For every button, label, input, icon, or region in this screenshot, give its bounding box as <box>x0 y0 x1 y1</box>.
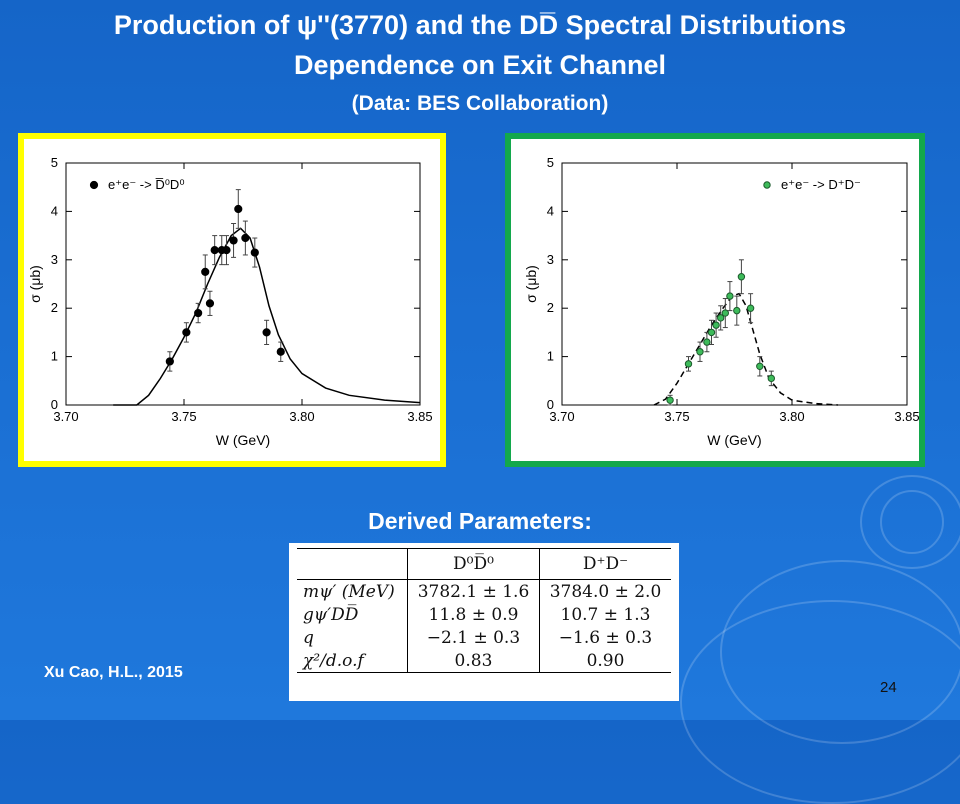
data-point <box>194 308 203 318</box>
data-point <box>229 236 238 245</box>
data-point <box>222 246 231 255</box>
table-corner <box>297 548 408 580</box>
x-axis-label: W (GeV) <box>707 432 761 448</box>
table-cell: 3782.1 ± 1.6 <box>407 579 540 603</box>
table-cell: 3784.0 ± 2.0 <box>549 581 662 602</box>
row-label: q <box>297 626 408 649</box>
data-point <box>721 309 730 317</box>
y-tick-label: 5 <box>547 155 554 170</box>
x-tick-label: 3.85 <box>407 409 432 424</box>
table-cell: 10.7 ± 1.3 <box>560 604 651 625</box>
y-tick-label: 2 <box>547 300 554 315</box>
data-point <box>707 328 716 337</box>
fit-curve <box>653 292 839 406</box>
ripple-decoration <box>860 475 960 569</box>
data-point <box>210 246 219 255</box>
data-point <box>666 396 674 404</box>
row-label: χ²/d.o.f <box>297 649 408 673</box>
data-point <box>767 374 775 383</box>
slide-subtitle: Dependence on Exit Channel <box>293 50 667 80</box>
table-row: gψ′DD̅ 11.8 ± 0.9 10.7 ± 1.3 <box>297 603 671 626</box>
y-tick-label: 1 <box>51 349 58 364</box>
table-cell: −1.6 ± 0.3 <box>558 627 653 648</box>
y-tick-label: 3 <box>547 252 554 267</box>
data-point <box>726 292 734 300</box>
chart-dplusdminus: 3.70 3.75 3.80 3.85 0 1 2 3 4 5 W (GeV) σ (μb) e⁺e⁻ … <box>523 155 919 448</box>
data-point <box>250 248 259 257</box>
chart-panel-charged: 3.70 3.75 3.80 3.85 0 1 2 3 4 5 W (GeV) σ (μb) e⁺e⁻ … <box>505 133 925 467</box>
row-label: mψ′ (MeV) <box>297 579 408 603</box>
table-row: mψ′ (MeV) 3782.1 ± 1.6 3784.0 ± 2.0 <box>297 579 671 603</box>
legend-label: e⁺e⁻ -> D⁺D⁻ <box>781 177 861 192</box>
y-tick-label: 3 <box>51 252 58 267</box>
y-tick-label: 0 <box>51 397 58 412</box>
data-point <box>165 357 174 366</box>
parameters-table: D⁰D̅⁰ D⁺D⁻ mψ′ (MeV) 3782.1 ± 1.6 3784.0… <box>297 548 671 673</box>
data-point <box>756 362 764 370</box>
chart-panel-neutral: 3.70 3.75 3.80 3.85 0 1 2 3 4 5 W (GeV) σ (μb) e⁺e⁻ … <box>18 133 446 467</box>
data-point <box>201 267 210 276</box>
x-tick-label: 3.75 <box>171 409 196 424</box>
data-point <box>234 204 243 214</box>
data-point <box>684 360 693 368</box>
table-cell: 11.8 ± 0.9 <box>407 603 540 626</box>
data-point <box>746 304 755 312</box>
table-header-row: D⁰D̅⁰ D⁺D⁻ <box>297 548 671 580</box>
x-tick-label: 3.80 <box>779 409 804 424</box>
column-header: D⁰D̅⁰ <box>407 548 540 580</box>
column-header: D⁺D⁻ <box>582 554 629 574</box>
x-axis-label: W (GeV) <box>216 432 270 448</box>
plot-frame <box>561 162 908 406</box>
data-point <box>737 273 746 281</box>
y-tick-label: 4 <box>547 203 554 218</box>
legend-marker <box>89 180 99 190</box>
table-cell: 0.83 <box>407 649 540 673</box>
slide-source: (Data: BES Collaboration) <box>351 92 609 115</box>
data-point <box>276 347 285 356</box>
x-tick-label: 3.70 <box>53 409 78 424</box>
legend-label: e⁺e⁻ -> D̅⁰D⁰ <box>108 177 185 192</box>
y-tick-label: 5 <box>51 155 58 170</box>
data-point <box>733 306 741 315</box>
parameters-table-card: D⁰D̅⁰ D⁺D⁻ mψ′ (MeV) 3782.1 ± 1.6 3784.0… <box>289 543 679 701</box>
y-axis-label: σ (μb) <box>523 265 539 303</box>
table-cell: −2.1 ± 0.3 <box>407 626 540 649</box>
ripple-decoration <box>680 600 960 804</box>
legend-marker <box>763 181 771 189</box>
x-tick-label: 3.70 <box>549 409 574 424</box>
data-point <box>717 314 725 322</box>
data-point <box>182 328 191 337</box>
data-point <box>262 328 271 337</box>
x-tick-label: 3.75 <box>664 409 689 424</box>
plot-frame <box>65 162 421 406</box>
x-tick-label: 3.85 <box>894 409 919 424</box>
table-cell: 0.90 <box>586 650 625 671</box>
data-point <box>703 338 711 346</box>
table-row: χ²/d.o.f 0.83 0.90 <box>297 649 671 673</box>
x-tick-label: 3.80 <box>289 409 314 424</box>
y-tick-label: 4 <box>51 203 58 218</box>
y-tick-label: 0 <box>547 397 554 412</box>
data-point <box>696 348 704 356</box>
y-axis-label: σ (μb) <box>27 265 43 303</box>
data-point <box>205 299 215 308</box>
data-point <box>241 233 250 243</box>
slide-title: Production of ψ''(3770) and the DD̅ Spec… <box>113 10 847 40</box>
chart-d0d0bar: 3.70 3.75 3.80 3.85 0 1 2 3 4 5 W (GeV) σ (μb) e⁺e⁻ … <box>27 155 433 448</box>
derived-parameters-heading: Derived Parameters: <box>368 508 592 534</box>
author-credit: Xu Cao, H.L., 2015 <box>44 664 183 681</box>
table-row: q −2.1 ± 0.3 −1.6 ± 0.3 <box>297 626 671 649</box>
fit-curve <box>113 227 421 406</box>
row-label: gψ′DD̅ <box>297 603 408 626</box>
page-number: 24 <box>880 679 897 696</box>
y-tick-label: 1 <box>547 349 554 364</box>
y-tick-label: 2 <box>51 300 58 315</box>
data-point <box>712 321 720 329</box>
